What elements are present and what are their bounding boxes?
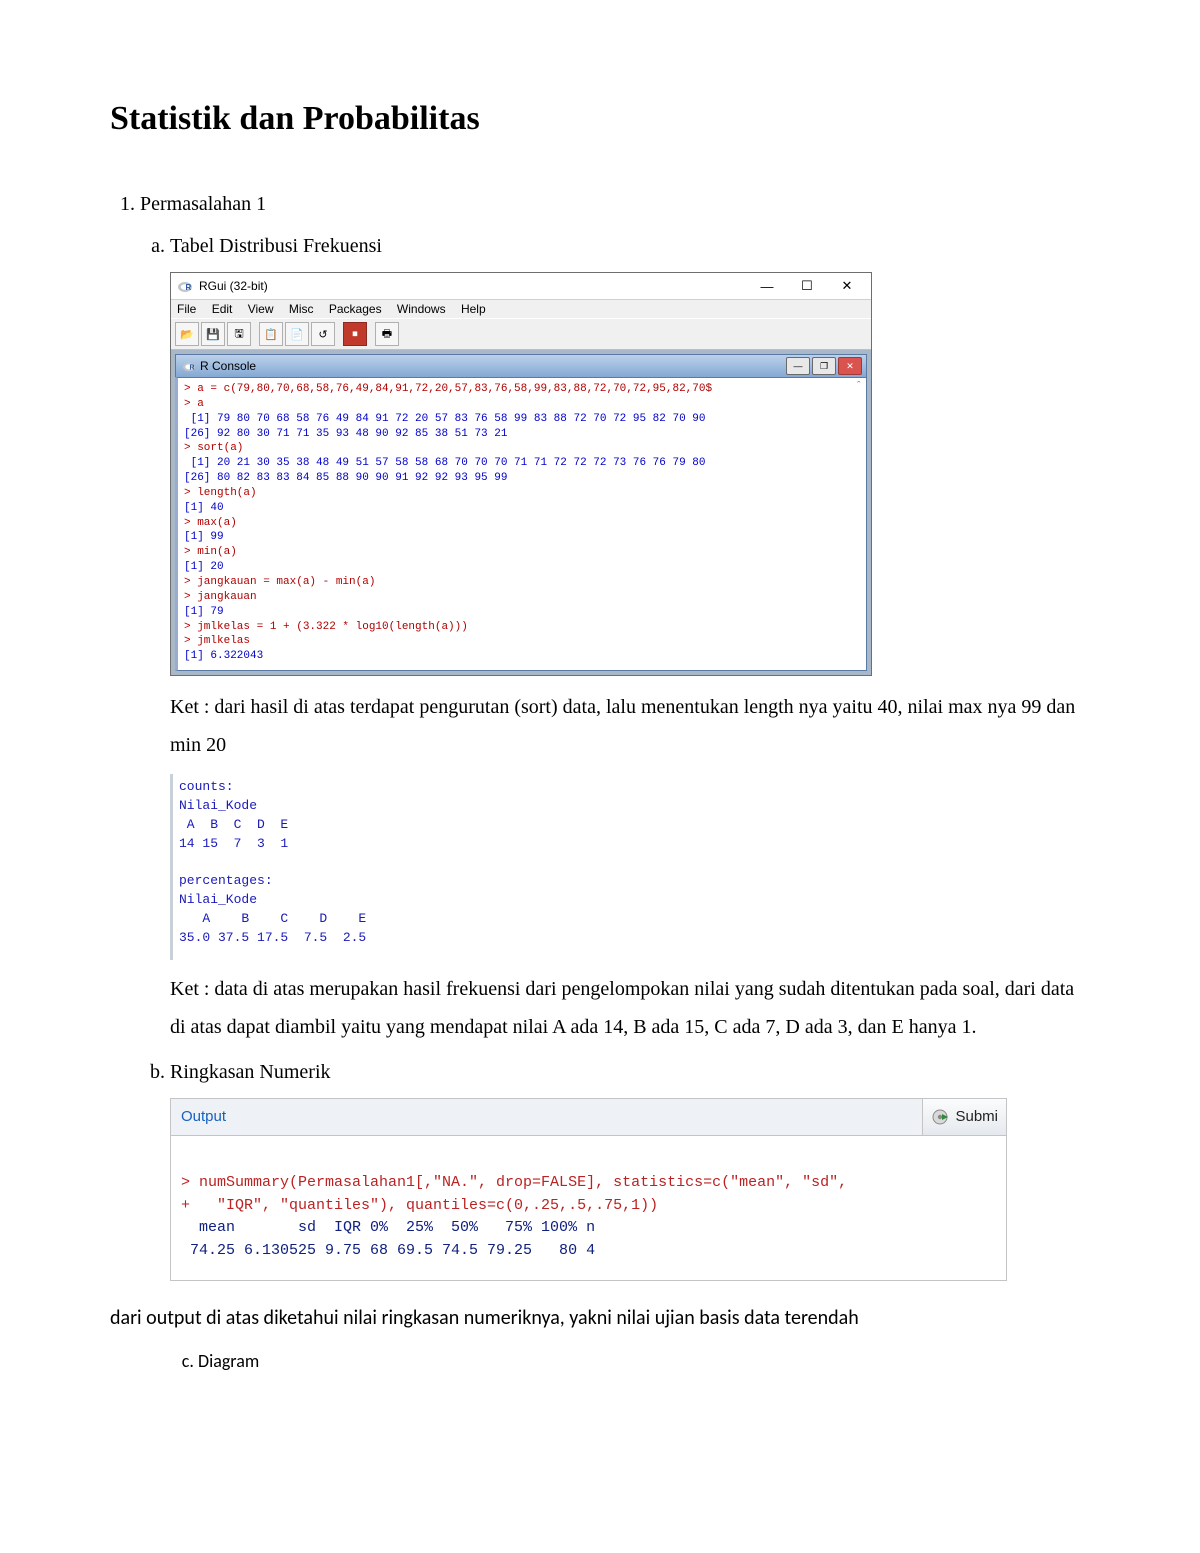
submit-button-label: Submi <box>955 1108 998 1125</box>
console-output-line: [26] 92 80 30 71 71 35 93 48 90 92 85 38… <box>184 427 860 442</box>
console-close-button[interactable]: ✕ <box>838 357 862 375</box>
menu-file[interactable]: File <box>177 302 196 316</box>
rcmdr-output-panel: Output Submi > numSummary(Permasalahan1[… <box>170 1098 1007 1282</box>
console-output-line: [1] 20 21 30 35 38 48 49 51 57 58 58 68 … <box>184 456 860 471</box>
item-a: Tabel Distribusi Frekuensi <box>170 230 1090 262</box>
console-command-line: > length(a) <box>184 486 860 501</box>
r-logo-icon: R <box>182 359 196 373</box>
rgui-window: R RGui (32-bit) — ☐ ✕ File Edit View Mis… <box>170 272 872 676</box>
output-command-line: + "IQR", "quantiles"), quantiles=c(0,.25… <box>181 1195 996 1218</box>
console-output-line: [1] 79 80 70 68 58 76 49 84 91 72 20 57 … <box>184 412 860 427</box>
console-command-line: > a = c(79,80,70,68,58,76,49,84,91,72,20… <box>184 382 860 397</box>
stop-icon[interactable]: ⏹ <box>343 322 367 346</box>
problem-1-label: Permasalahan 1 <box>140 193 266 215</box>
console-command-line: > jmlkelas = 1 + (3.322 * log10(length(a… <box>184 620 860 635</box>
console-command-line: > sort(a) <box>184 441 860 456</box>
menu-windows[interactable]: Windows <box>397 302 446 316</box>
paste-icon[interactable]: 📄 <box>285 322 309 346</box>
console-command-line: > min(a) <box>184 545 860 560</box>
console-output-line: [1] 20 <box>184 560 860 575</box>
console-titlebar[interactable]: R R Console — ❐ ✕ <box>175 354 867 377</box>
console-output-line: [1] 79 <box>184 605 860 620</box>
submit-button[interactable]: Submi <box>922 1099 1006 1135</box>
rgui-titlebar[interactable]: R RGui (32-bit) — ☐ ✕ <box>171 273 871 300</box>
svg-text:R: R <box>189 365 194 372</box>
console-minimize-button[interactable]: — <box>786 357 810 375</box>
print-icon[interactable]: 🖶 <box>375 322 399 346</box>
undo-icon[interactable]: ↺ <box>311 322 335 346</box>
output-result-line: 74.25 6.130525 9.75 68 69.5 74.5 79.25 8… <box>181 1240 996 1263</box>
open-icon[interactable]: 📂 <box>175 322 199 346</box>
r-console-output[interactable]: ˆ> a = c(79,80,70,68,58,76,49,84,91,72,2… <box>175 377 867 671</box>
output-result-line: mean sd IQR 0% 25% 50% 75% 100% n <box>181 1217 996 1240</box>
menu-view[interactable]: View <box>248 302 274 316</box>
menu-misc[interactable]: Misc <box>289 302 314 316</box>
problem-1: Permasalahan 1 Tabel Distribusi Frekuens… <box>140 188 1090 262</box>
console-command-line: > max(a) <box>184 516 860 531</box>
minimize-button[interactable]: — <box>747 275 787 297</box>
menu-edit[interactable]: Edit <box>212 302 233 316</box>
console-command-line: > jmlkelas <box>184 634 860 649</box>
maximize-button[interactable]: ☐ <box>787 275 827 297</box>
output-header-label: Output <box>181 1108 226 1125</box>
gear-run-icon <box>931 1108 949 1126</box>
rgui-toolbar: 📂 💾 🖫 📋 📄 ↺ ⏹ 🖶 <box>171 318 871 350</box>
frequency-output-block: counts: Nilai_Kode A B C D E 14 15 7 3 1… <box>170 774 567 960</box>
rgui-title-text: RGui (32-bit) <box>199 279 747 293</box>
svg-text:R: R <box>186 283 192 292</box>
numsummary-output: > numSummary(Permasalahan1[,"NA.", drop=… <box>171 1136 1006 1281</box>
rgui-menubar: File Edit View Misc Packages Windows Hel… <box>171 300 871 318</box>
console-command-line: > a <box>184 397 860 412</box>
item-b: Ringkasan Numerik <box>170 1056 1090 1088</box>
save-icon[interactable]: 🖫 <box>227 322 251 346</box>
output-header: Output Submi <box>171 1099 1006 1136</box>
page-title: Statistik dan Probabilitas <box>110 100 1090 138</box>
console-output-line: [26] 80 82 83 83 84 85 88 90 90 91 92 92… <box>184 471 860 486</box>
item-b-label: Ringkasan Numerik <box>170 1061 331 1083</box>
item-c: Diagram <box>198 1347 1090 1376</box>
copy-icon[interactable]: 📋 <box>259 322 283 346</box>
console-output-line: [1] 40 <box>184 501 860 516</box>
console-command-line: > jangkauan <box>184 590 860 605</box>
output-command-line: > numSummary(Permasalahan1[,"NA.", drop=… <box>181 1172 996 1195</box>
item-a-label: Tabel Distribusi Frekuensi <box>170 235 382 257</box>
load-icon[interactable]: 💾 <box>201 322 225 346</box>
ket-1: Ket : dari hasil di atas terdapat pengur… <box>170 688 1090 764</box>
console-command-line: > jangkauan = max(a) - min(a) <box>184 575 860 590</box>
item-c-label: Diagram <box>198 1350 259 1372</box>
ket-2: Ket : data di atas merupakan hasil freku… <box>170 970 1090 1046</box>
note-after-output: dari output di atas diketahui nilai ring… <box>110 1299 1090 1337</box>
console-output-line: [1] 6.322043 <box>184 649 860 664</box>
menu-help[interactable]: Help <box>461 302 486 316</box>
console-maximize-button[interactable]: ❐ <box>812 357 836 375</box>
console-output-line: [1] 99 <box>184 530 860 545</box>
scroll-arrow-icon: ˆ <box>855 380 862 395</box>
r-logo-icon: R <box>177 278 193 294</box>
menu-packages[interactable]: Packages <box>329 302 382 316</box>
rgui-mdi-area: R R Console — ❐ ✕ ˆ> a = c(79,80,70,68,5… <box>171 350 871 675</box>
console-title-text: R Console <box>200 359 784 373</box>
close-button[interactable]: ✕ <box>827 275 867 297</box>
